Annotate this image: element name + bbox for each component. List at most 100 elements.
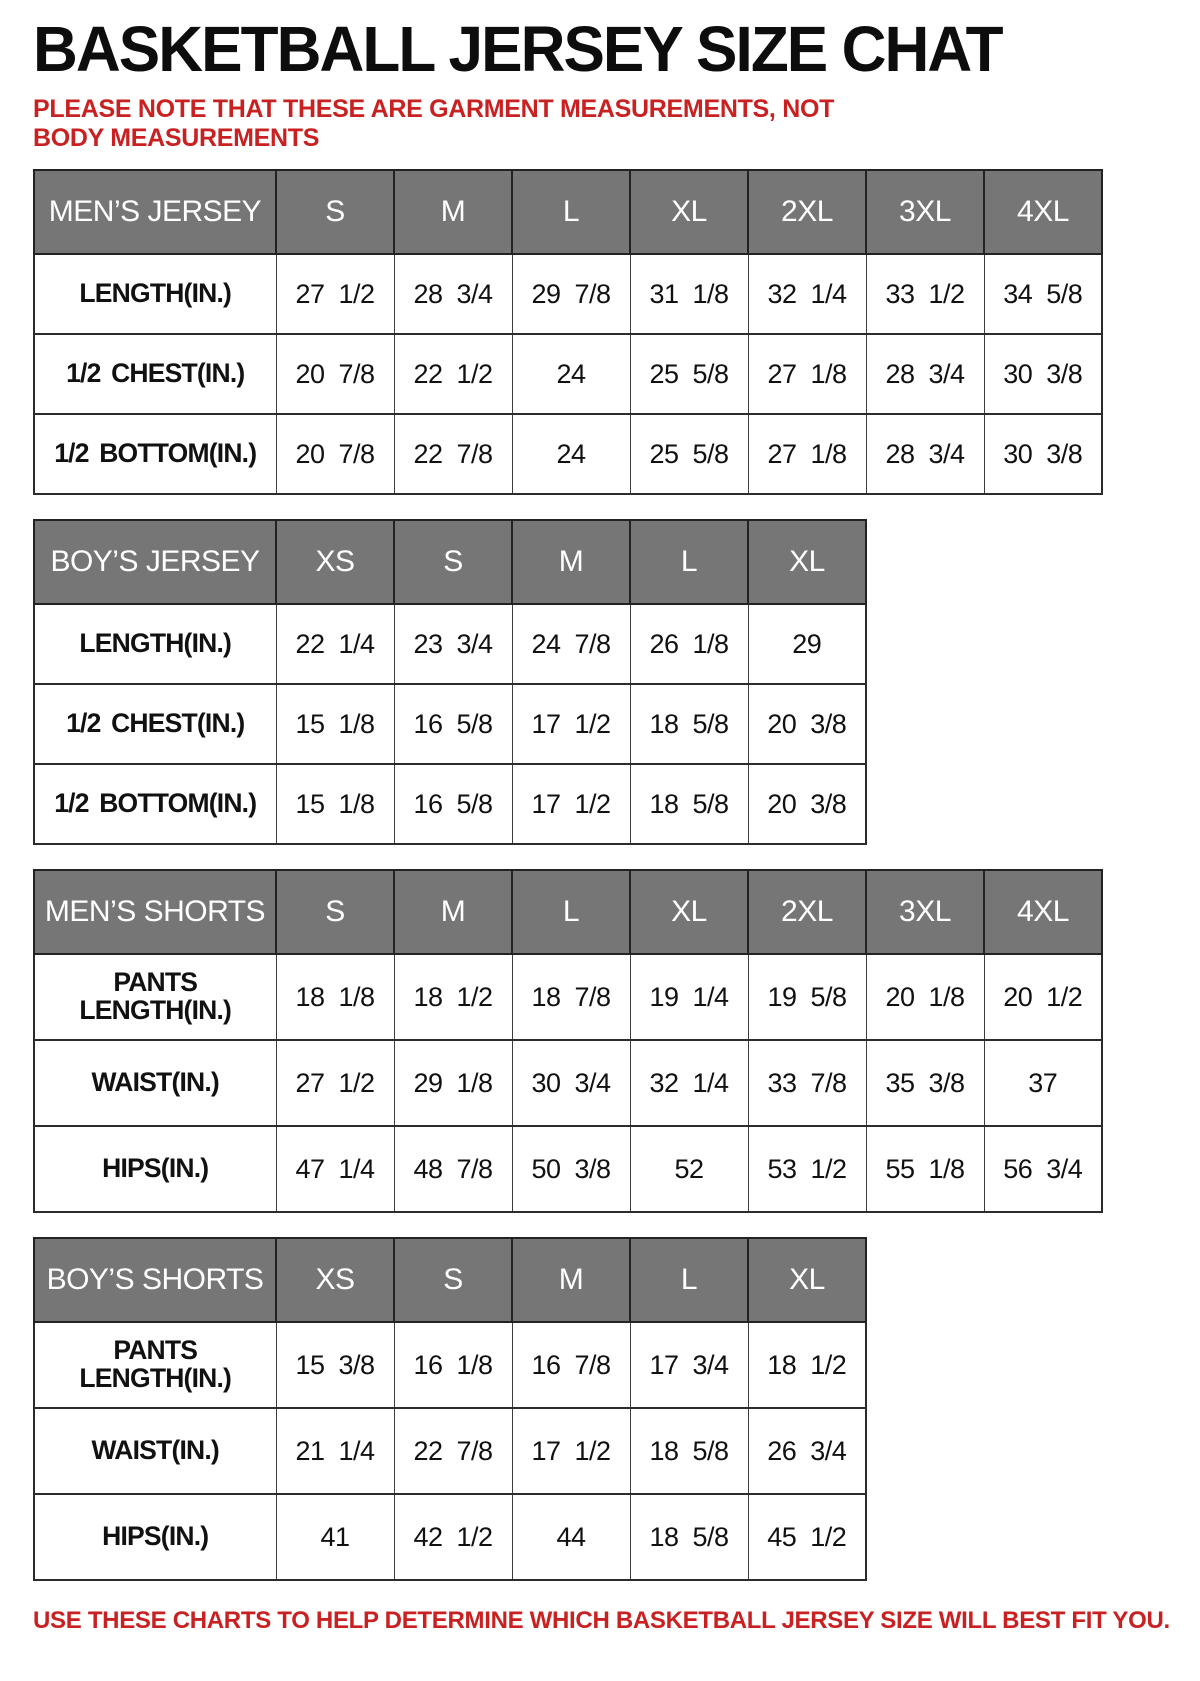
size-header-cell: XS [275,519,395,606]
measurement-row: HIPS(IN.) 41 42 1/2 44 18 5/8 45 1/2 [33,1493,867,1582]
size-table-mens-shorts: MEN’S SHORTS S M L XL 2XL 3XL 4XL PANTS LENGTH(I… [33,869,1103,1214]
measurement-row: PANTS LENGTH(IN.) 18 1/8 18 1/2 18 7/8 19 1/… [33,953,1103,1042]
measurement-cell: 55 1/8 [865,1125,985,1214]
row-label: 1/2 BOTTOM(IN.) [33,413,277,496]
measurement-cell: 25 5/8 [629,413,749,496]
size-header-cell: 2XL [747,169,867,256]
measurement-cell: 30 3/8 [983,333,1103,416]
measurement-cell: 31 1/8 [629,253,749,336]
garment-measurements-note: PLEASE NOTE THAT THESE ARE GARMENT MEASU… [33,95,835,153]
measurement-cell: 30 3/4 [511,1039,631,1128]
tables: MEN’S JERSEY S M L XL 2XL 3XL 4XL LENGTH(IN.) 27 … [33,169,1170,1582]
row-label: LENGTH(IN.) [33,603,277,686]
measurement-cell: 18 5/8 [629,763,749,846]
measurement-cell: 18 5/8 [629,1493,749,1582]
measurement-cell: 29 7/8 [511,253,631,336]
size-header-cell: L [511,169,631,256]
measurement-cell: 35 3/8 [865,1039,985,1128]
measurement-cell: 25 5/8 [629,333,749,416]
measurement-cell: 22 1/2 [393,333,513,416]
measurement-cell: 27 1/2 [275,1039,395,1128]
size-header-cell: S [275,869,395,956]
row-label: PANTS LENGTH(IN.) [33,953,277,1042]
measurement-cell: 20 1/8 [865,953,985,1042]
measurement-cell: 20 7/8 [275,333,395,416]
measurement-cell: 16 1/8 [393,1321,513,1410]
measurement-cell: 18 7/8 [511,953,631,1042]
measurement-cell: 17 1/2 [511,683,631,766]
measurement-cell: 23 3/4 [393,603,513,686]
measurement-cell: 33 7/8 [747,1039,867,1128]
measurement-cell: 28 3/4 [865,333,985,416]
measurement-cell: 22 7/8 [393,1407,513,1496]
measurement-cell: 18 1/2 [393,953,513,1042]
fit-advice-note: USE THESE CHARTS TO HELP DETERMINE WHICH… [33,1607,1170,1635]
measurement-cell: 29 1/8 [393,1039,513,1128]
size-header-cell: L [629,1237,749,1324]
row-label: HIPS(IN.) [33,1125,277,1214]
measurement-cell: 28 3/4 [393,253,513,336]
measurement-cell: 27 1/2 [275,253,395,336]
table-title-cell: BOY’S SHORTS [33,1237,277,1324]
measurement-cell: 20 3/8 [747,763,867,846]
measurement-row: WAIST(IN.) 21 1/4 22 7/8 17 1/2 18 5/8 26 3/4 [33,1407,867,1496]
size-header-cell: 4XL [983,869,1103,956]
size-header-cell: XL [747,1237,867,1324]
size-header-cell: M [511,519,631,606]
row-label: PANTS LENGTH(IN.) [33,1321,277,1410]
row-label: WAIST(IN.) [33,1039,277,1128]
measurement-row: PANTS LENGTH(IN.) 15 3/8 16 1/8 16 7/8 17 3/… [33,1321,867,1410]
row-label: LENGTH(IN.) [33,253,277,336]
size-header-cell: 3XL [865,169,985,256]
measurement-cell: 22 7/8 [393,413,513,496]
size-header-cell: S [393,519,513,606]
size-table-boys-shorts: BOY’S SHORTS XS S M L XL PANTS LENGTH(IN.) 15 3… [33,1237,867,1582]
size-header-cell: S [393,1237,513,1324]
measurement-cell: 19 5/8 [747,953,867,1042]
table-title-cell: MEN’S SHORTS [33,869,277,956]
measurement-cell: 16 5/8 [393,683,513,766]
row-label: WAIST(IN.) [33,1407,277,1496]
measurement-cell: 17 1/2 [511,763,631,846]
size-header-cell: XL [747,519,867,606]
measurement-cell: 16 5/8 [393,763,513,846]
size-header-cell: XS [275,1237,395,1324]
measurement-cell: 56 3/4 [983,1125,1103,1214]
row-label: 1/2 CHEST(IN.) [33,333,277,416]
measurement-cell: 29 [747,603,867,686]
header-row: BOY’S JERSEY XS S M L XL [33,519,867,606]
size-header-cell: M [393,169,513,256]
measurement-cell: 24 [511,333,631,416]
header-row: BOY’S SHORTS XS S M L XL [33,1237,867,1324]
measurement-cell: 34 5/8 [983,253,1103,336]
measurement-cell: 19 1/4 [629,953,749,1042]
measurement-row: LENGTH(IN.) 27 1/2 28 3/4 29 7/8 31 1/8 32 1/… [33,253,1103,336]
measurement-cell: 26 1/8 [629,603,749,686]
measurement-cell: 26 3/4 [747,1407,867,1496]
measurement-cell: 17 1/2 [511,1407,631,1496]
measurement-cell: 41 [275,1493,395,1582]
measurement-cell: 24 [511,413,631,496]
measurement-row: 1/2 BOTTOM(IN.) 20 7/8 22 7/8 24 25 5/8 27 1/… [33,413,1103,496]
size-header-cell: S [275,169,395,256]
measurement-row: 1/2 CHEST(IN.) 15 1/8 16 5/8 17 1/2 18 5/8 20… [33,683,867,766]
measurement-cell: 27 1/8 [747,413,867,496]
measurement-cell: 32 1/4 [747,253,867,336]
header-row: MEN’S SHORTS S M L XL 2XL 3XL 4XL [33,869,1103,956]
measurement-cell: 32 1/4 [629,1039,749,1128]
size-table-boys-jersey: BOY’S JERSEY XS S M L XL LENGTH(IN.) 22 1/4 23 3… [33,519,867,846]
measurement-cell: 30 3/8 [983,413,1103,496]
size-header-cell: XL [629,869,749,956]
measurement-cell: 20 1/2 [983,953,1103,1042]
row-label: 1/2 BOTTOM(IN.) [33,763,277,846]
size-header-cell: L [629,519,749,606]
measurement-cell: 50 3/8 [511,1125,631,1214]
size-header-cell: M [393,869,513,956]
size-header-cell: 4XL [983,169,1103,256]
measurement-row: WAIST(IN.) 27 1/2 29 1/8 30 3/4 32 1/4 33 7/8… [33,1039,1103,1128]
measurement-cell: 47 1/4 [275,1125,395,1214]
measurement-row: HIPS(IN.) 47 1/4 48 7/8 50 3/8 52 53 1/2 55 1/… [33,1125,1103,1214]
measurement-cell: 27 1/8 [747,333,867,416]
measurement-cell: 28 3/4 [865,413,985,496]
measurement-row: 1/2 BOTTOM(IN.) 15 1/8 16 5/8 17 1/2 18 5/8 2… [33,763,867,846]
